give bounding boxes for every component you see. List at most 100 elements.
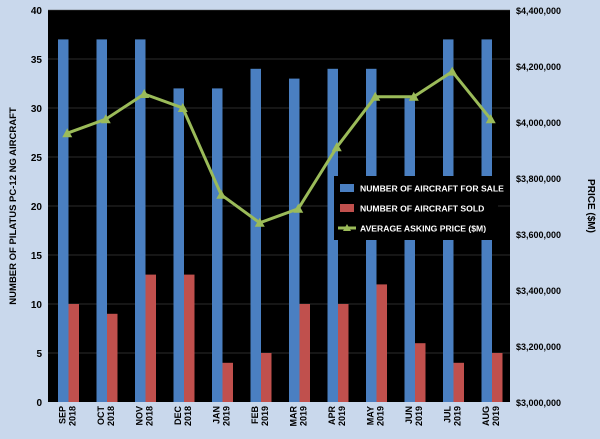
x-tick-label: JUL 2019 bbox=[442, 406, 462, 427]
bar-for-sale bbox=[96, 39, 107, 403]
legend-marker bbox=[343, 224, 351, 231]
x-tick-year: 2018 bbox=[106, 406, 116, 426]
bar-for-sale bbox=[327, 68, 338, 403]
price-marker bbox=[62, 128, 73, 138]
x-tick-year: 2019 bbox=[298, 406, 308, 426]
y-tick-label: 5 bbox=[36, 349, 42, 360]
bar-for-sale bbox=[289, 78, 300, 402]
bar-sold bbox=[261, 353, 272, 402]
legend-label: NUMBER OF AIRCRAFT SOLD bbox=[360, 204, 484, 214]
price-marker bbox=[331, 142, 342, 152]
x-tick-year: 2018 bbox=[144, 406, 154, 426]
bar-sold bbox=[415, 343, 426, 402]
bar-for-sale bbox=[404, 98, 415, 402]
x-tick-year: 2019 bbox=[221, 406, 231, 426]
price-marker bbox=[293, 203, 304, 213]
bar-for-sale bbox=[58, 39, 69, 403]
x-tick-month: NOV bbox=[134, 406, 144, 426]
bar-sold bbox=[107, 313, 118, 402]
y2-tick-label: $4,200,000 bbox=[516, 62, 561, 72]
legend-background bbox=[334, 176, 498, 240]
y-tick-label: 25 bbox=[31, 153, 43, 164]
bar-for-sale bbox=[250, 68, 261, 403]
price-marker bbox=[216, 189, 227, 199]
bar-sold bbox=[68, 304, 79, 402]
legend: NUMBER OF AIRCRAFT FOR SALE NUMBER OF AIR… bbox=[334, 176, 504, 240]
price-marker bbox=[100, 114, 111, 124]
x-tick-label: JAN 2019 bbox=[211, 406, 231, 426]
x-tick-label: JUN 2019 bbox=[404, 406, 424, 426]
y-axis-title: NUMBER OF PILATUS PC-12 NG AIRCRAFT bbox=[8, 107, 19, 305]
bar-sold bbox=[184, 274, 195, 402]
y2-tick-label: $3,600,000 bbox=[516, 230, 561, 240]
price-line-path bbox=[66, 69, 492, 225]
bar-sold bbox=[376, 284, 387, 402]
x-tick-year: 2018 bbox=[67, 406, 77, 426]
price-marker bbox=[408, 91, 419, 101]
x-tick-year: 2019 bbox=[337, 406, 347, 426]
y-tick-label: 10 bbox=[31, 300, 43, 311]
x-tick-year: 2019 bbox=[260, 406, 270, 426]
bar-sold bbox=[222, 362, 233, 402]
x-tick-label: SEP 2018 bbox=[57, 406, 77, 426]
legend-label: AVERAGE ASKING PRICE ($M) bbox=[360, 224, 486, 234]
x-tick-label: NOV 2018 bbox=[134, 406, 154, 426]
x-tick-year: 2019 bbox=[414, 406, 424, 426]
x-tick-month: JUL bbox=[442, 406, 452, 424]
x-tick-year: 2018 bbox=[183, 406, 193, 426]
x-tick-label: AUG 2019 bbox=[481, 406, 501, 426]
y-tick-label: 0 bbox=[36, 398, 42, 409]
price-line bbox=[62, 66, 496, 227]
y-tick-label: 35 bbox=[31, 55, 43, 66]
bar-for-sale bbox=[135, 39, 146, 403]
price-marker bbox=[485, 114, 496, 124]
x-tick-label: MAR 2019 bbox=[288, 406, 308, 427]
x-tick-year: 2019 bbox=[452, 406, 462, 426]
y2-tick-label: $3,000,000 bbox=[516, 398, 561, 408]
x-tick-month: AUG bbox=[481, 406, 491, 426]
x-tick-label: DEC 2018 bbox=[173, 406, 193, 427]
bar-sold bbox=[145, 274, 156, 402]
y2-tick-label: $3,400,000 bbox=[516, 286, 561, 296]
x-tick-month: FEB bbox=[250, 405, 260, 424]
bar-for-sale bbox=[212, 88, 223, 403]
x-tick-month: APR bbox=[327, 406, 337, 426]
bar-sold bbox=[492, 353, 503, 402]
x-tick-month: OCT bbox=[96, 406, 106, 426]
x-tick-label: MAY 2019 bbox=[365, 406, 385, 426]
x-tick-month: JUN bbox=[404, 406, 414, 424]
x-tick-label: OCT 2018 bbox=[96, 406, 116, 427]
x-tick-month: MAR bbox=[288, 406, 298, 427]
y2-axis-title: PRICE ($M) bbox=[585, 179, 596, 233]
y-tick-label: 20 bbox=[31, 202, 43, 213]
x-tick-label: APR 2019 bbox=[327, 406, 347, 427]
bar-for-sale bbox=[173, 88, 184, 403]
legend-swatch bbox=[340, 184, 354, 192]
price-marker bbox=[447, 66, 458, 76]
y2-tick-label: $4,400,000 bbox=[516, 6, 561, 16]
price-marker bbox=[139, 89, 150, 98]
price-marker bbox=[254, 217, 265, 227]
y2-tick-label: $3,200,000 bbox=[516, 342, 561, 352]
x-tick-year: 2019 bbox=[375, 406, 385, 426]
bar-sold bbox=[338, 304, 349, 402]
y2-tick-label: $4,000,000 bbox=[516, 118, 561, 128]
price-marker bbox=[177, 103, 188, 112]
x-tick-month: JAN bbox=[211, 406, 221, 424]
y-tick-label: 40 bbox=[31, 6, 43, 17]
x-tick-month: MAY bbox=[365, 406, 375, 425]
bar-sold bbox=[453, 362, 464, 402]
axes: 0 5 10 15 20 25 30 35 40 $3,000,000 $3,200,000 $3,4… bbox=[31, 6, 561, 427]
bar-sold bbox=[299, 304, 310, 402]
x-tick-label: FEB 2019 bbox=[250, 405, 270, 426]
x-tick-month: SEP bbox=[57, 406, 67, 424]
x-tick-month: DEC bbox=[173, 406, 183, 426]
y2-tick-label: $3,800,000 bbox=[516, 174, 561, 184]
price-marker bbox=[370, 91, 381, 101]
y-tick-label: 30 bbox=[31, 104, 43, 115]
legend-label: NUMBER OF AIRCRAFT FOR SALE bbox=[360, 184, 504, 194]
x-tick-year: 2019 bbox=[491, 406, 501, 426]
y-tick-label: 15 bbox=[31, 251, 43, 262]
legend-swatch bbox=[340, 204, 354, 212]
